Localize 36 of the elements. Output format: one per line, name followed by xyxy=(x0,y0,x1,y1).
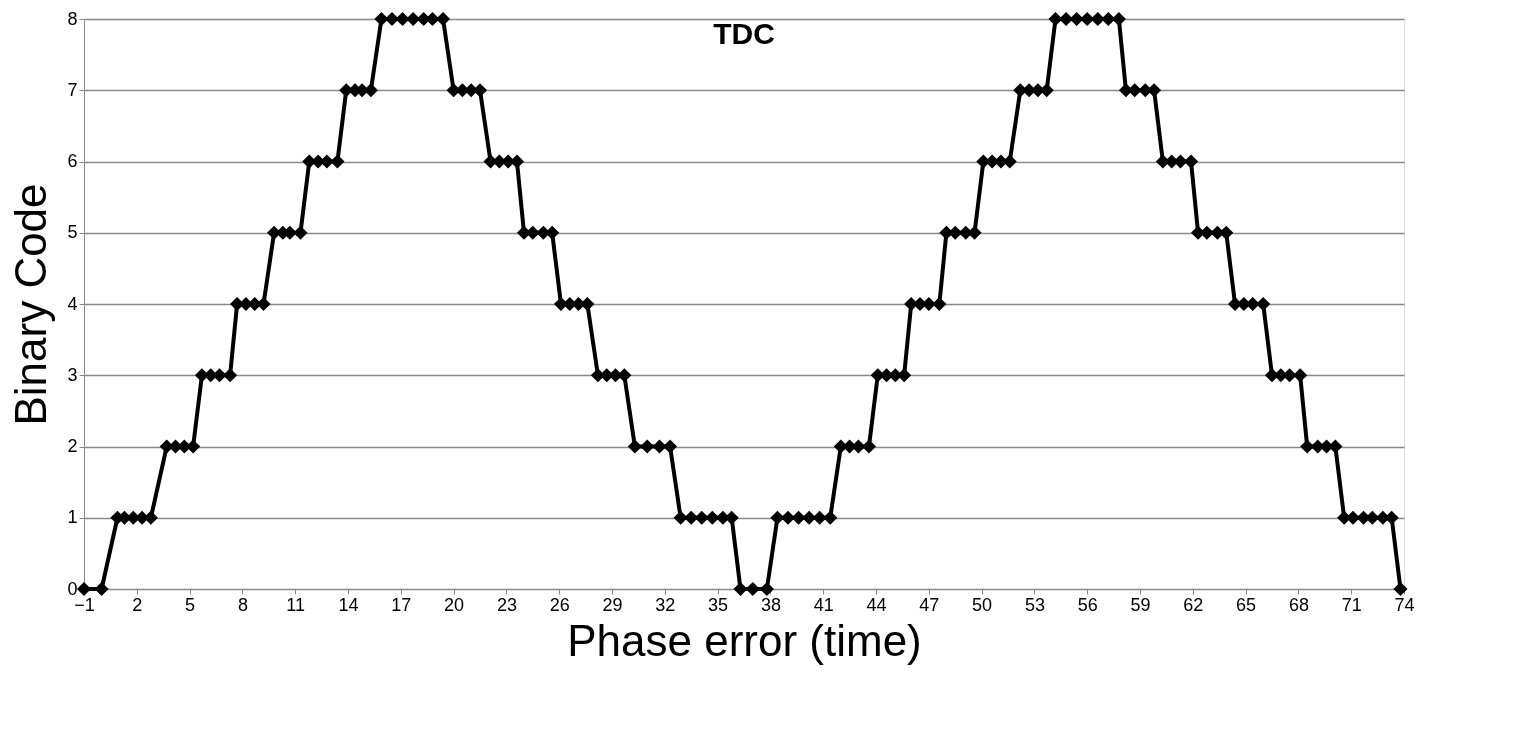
x-tick-label: 47 xyxy=(919,594,940,615)
x-tick-label: 20 xyxy=(444,594,465,615)
y-tick-label: 7 xyxy=(67,79,78,100)
x-tick-label: 14 xyxy=(338,594,359,615)
y-axis-title: Binary Code xyxy=(6,183,56,426)
x-tick-label: 71 xyxy=(1341,594,1362,615)
x-tick-label: 65 xyxy=(1236,594,1257,615)
y-tick-label: 4 xyxy=(67,293,78,314)
chart-title: TDC xyxy=(713,17,775,50)
x-tick-label: 2 xyxy=(132,594,143,615)
x-tick-label: 32 xyxy=(655,594,676,615)
y-tick-label: 6 xyxy=(67,151,78,171)
x-axis-title: Phase error (time) xyxy=(567,615,922,665)
x-tick-label: 56 xyxy=(1077,594,1098,615)
x-tick-label: 62 xyxy=(1183,594,1204,615)
y-tick-label: 3 xyxy=(67,364,78,385)
x-tick-label: 26 xyxy=(549,594,570,615)
x-tick-label: 44 xyxy=(866,594,887,615)
x-tick-label: 8 xyxy=(237,594,248,615)
y-tick-label: 2 xyxy=(67,436,78,456)
x-tick-label: 38 xyxy=(760,594,781,615)
y-tick-label: 8 xyxy=(67,8,78,29)
x-tick-label: 59 xyxy=(1130,594,1151,615)
x-tick-label: 5 xyxy=(185,594,196,615)
x-tick-label: 74 xyxy=(1394,594,1415,615)
x-tick-label: 23 xyxy=(496,594,517,615)
y-tick-label: 1 xyxy=(67,507,78,528)
x-tick-label: 17 xyxy=(391,594,412,615)
x-tick-label: 11 xyxy=(286,594,306,615)
x-tick-label: 53 xyxy=(1024,594,1045,615)
x-tick-label: 41 xyxy=(813,594,834,615)
x-tick-label: 29 xyxy=(602,594,623,615)
x-tick-label: 68 xyxy=(1288,594,1309,615)
x-tick-label: 35 xyxy=(708,594,729,615)
y-tick-label: 5 xyxy=(67,222,78,243)
x-tick-label: 50 xyxy=(972,594,993,615)
